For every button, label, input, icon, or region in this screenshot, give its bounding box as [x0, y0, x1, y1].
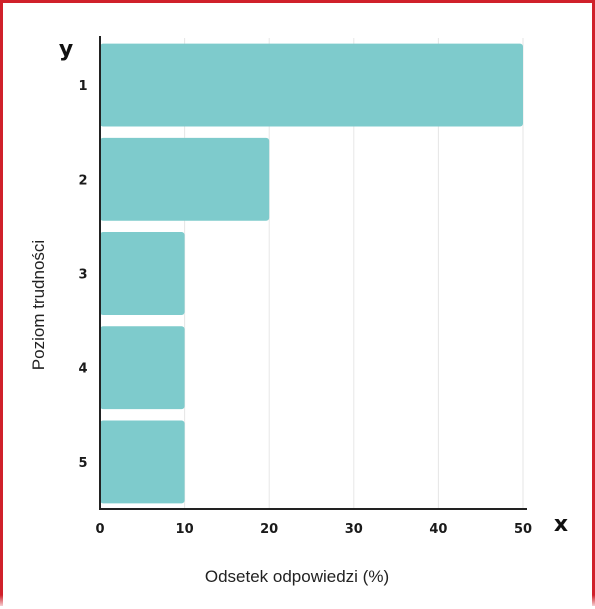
y-tick-label-3: 3: [78, 268, 87, 283]
y-tick-labels: 1 2 3 4 5: [78, 79, 87, 471]
bar-5: [100, 420, 185, 504]
y-tick-label-5: 5: [78, 456, 87, 471]
bar-1: [100, 43, 523, 127]
bar-3: [100, 232, 185, 315]
x-tick-label-30: 30: [345, 522, 363, 537]
x-tick-label-0: 0: [95, 522, 104, 537]
x-tick-label-10: 10: [176, 522, 194, 537]
x-tick-label-20: 20: [260, 522, 278, 537]
y-axis-title: Poziom trudności: [29, 240, 48, 370]
y-tick-label-2: 2: [78, 173, 87, 188]
frame-bottom-fade: [0, 595, 595, 609]
y-axis-letter: y: [59, 37, 73, 62]
x-axis-title: Odsetek odpowiedzi (%): [205, 567, 389, 586]
x-tick-label-40: 40: [429, 522, 447, 537]
y-tick-label-4: 4: [78, 362, 87, 377]
axes: [99, 36, 527, 510]
bar-2: [100, 137, 270, 221]
y-tick-label-1: 1: [78, 79, 87, 94]
x-tick-label-50: 50: [514, 522, 532, 537]
x-axis-letter: x: [554, 512, 568, 537]
bar-4: [100, 326, 185, 410]
bars: [100, 43, 523, 504]
x-tick-labels: 0 10 20 30 40 50: [95, 522, 532, 537]
